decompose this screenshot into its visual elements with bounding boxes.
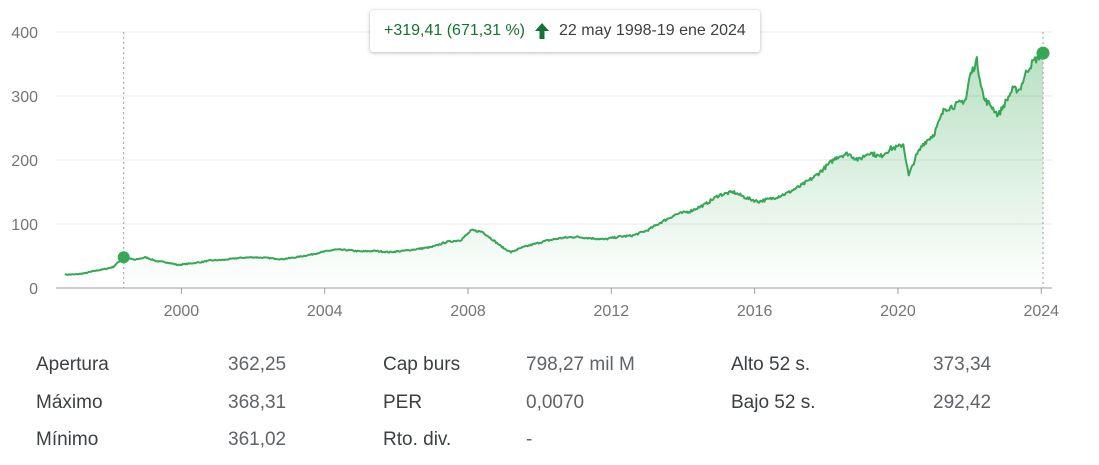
arrow-up-icon xyxy=(535,23,549,39)
stat-value: 362,25 xyxy=(228,354,287,375)
stat-value: 361,02 xyxy=(228,429,287,450)
selection-start-point xyxy=(117,251,130,264)
stat-label: Mínimo xyxy=(36,429,99,450)
stat-label: Bajo 52 s. xyxy=(731,391,816,413)
stat-label: Alto 52 s. xyxy=(731,354,811,375)
x-tick-label: 2000 xyxy=(164,303,200,320)
change-value: +319,41 (671,31 %) xyxy=(384,22,525,39)
x-tick-label: 2012 xyxy=(594,303,630,320)
date-range: 22 may 1998-19 ene 2024 xyxy=(559,22,746,39)
stat-label: PER xyxy=(383,391,423,413)
stat-value: 368,31 xyxy=(228,391,287,413)
x-tick-label: 2008 xyxy=(450,303,486,320)
x-tick-label: 2004 xyxy=(307,303,343,320)
stats-row: Apertura 362,25 Cap burs 798,27 mil M Alto 5… xyxy=(36,354,1036,392)
key-stats-table: Apertura 362,25 Cap burs 798,27 mil M Alto 5… xyxy=(36,354,1036,465)
y-tick-label: 100 xyxy=(11,217,38,234)
price-line xyxy=(64,50,1044,276)
stat-value: 798,27 mil M xyxy=(526,354,635,375)
stat-value: 373,34 xyxy=(933,354,992,375)
x-tick-label: 2020 xyxy=(880,303,916,320)
stats-row: Mínimo 361,02 Rto. div. - xyxy=(36,429,1036,465)
stat-label: Máximo xyxy=(36,391,103,413)
stat-label: Apertura xyxy=(36,354,109,375)
stat-label: Cap burs xyxy=(383,354,461,375)
stat-label: Rto. div. xyxy=(383,429,452,450)
change-tooltip: +319,41 (671,31 %) 22 may 1998-19 ene 20… xyxy=(370,10,760,52)
stat-value: 292,42 xyxy=(933,391,992,413)
selection-area xyxy=(123,51,1044,289)
stats-row: Máximo 368,31 PER 0,0070 Bajo 52 s. 292,42 xyxy=(36,392,1036,430)
y-tick-label: 400 xyxy=(11,25,38,42)
x-tick-label: 2016 xyxy=(737,303,773,320)
y-tick-label: 0 xyxy=(29,281,38,298)
stat-value: - xyxy=(526,429,533,450)
y-tick-label: 300 xyxy=(11,89,38,106)
selection-end-point xyxy=(1036,46,1050,60)
y-tick-label: 200 xyxy=(11,153,38,170)
stat-value: 0,0070 xyxy=(526,391,585,413)
x-tick-label: 2024 xyxy=(1023,303,1059,320)
